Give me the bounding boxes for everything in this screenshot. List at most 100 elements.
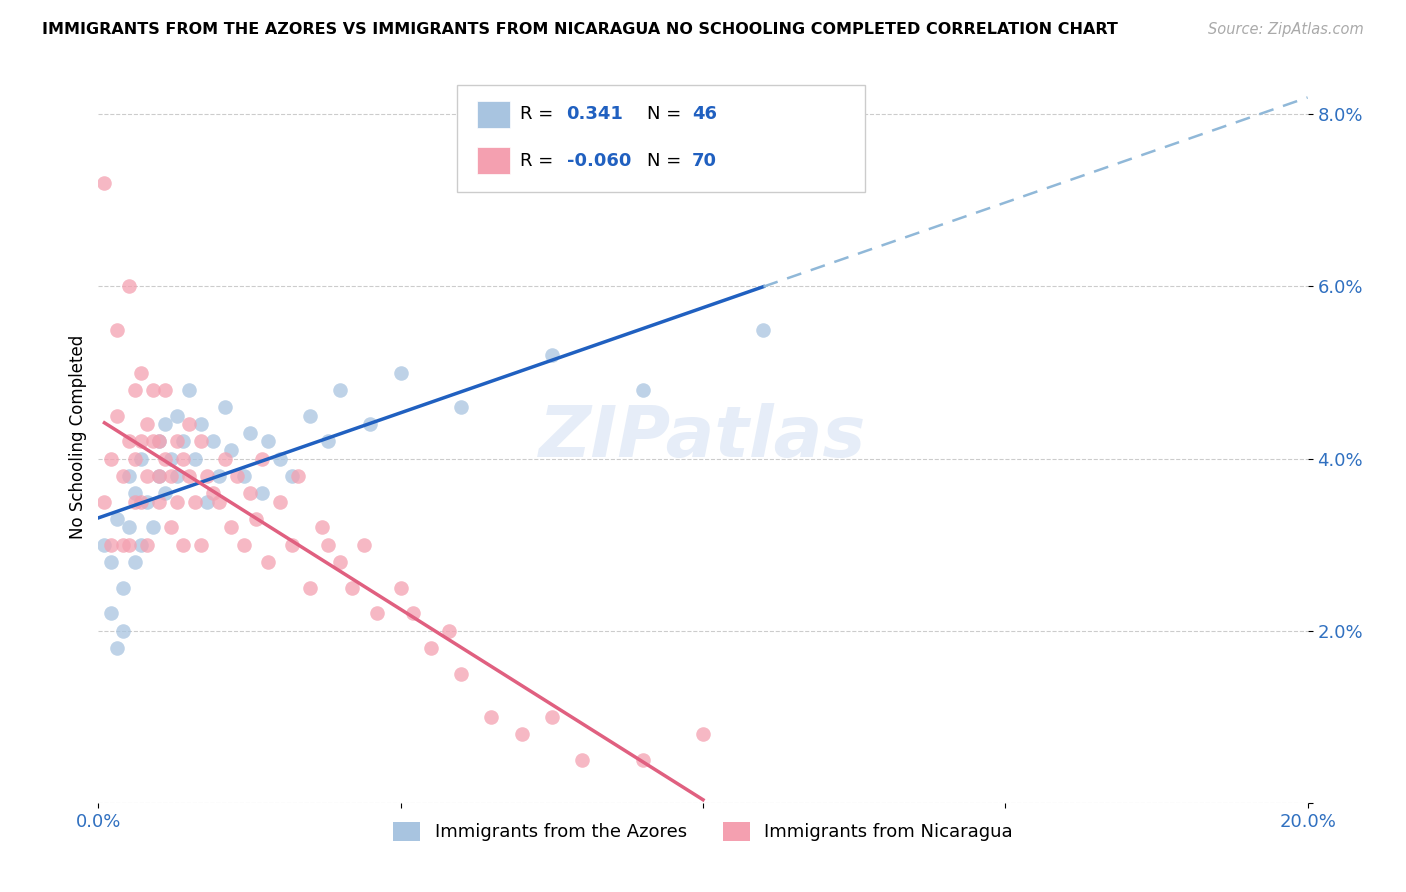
Point [287,468,309,483]
Point [202,434,225,449]
Point [129,538,152,552]
Point [208,494,231,508]
Point [450,666,472,681]
Point [190,417,212,432]
Point [540,348,562,362]
Point [118,434,141,449]
Point [172,538,194,552]
Point [281,468,304,483]
Point [148,434,170,449]
Point [179,417,201,432]
Point [93,538,115,552]
Y-axis label: No Schooling Completed: No Schooling Completed [69,335,87,539]
Point [316,434,339,449]
Text: 46: 46 [692,105,717,123]
Point [111,581,134,595]
Point [402,607,425,621]
Point [692,727,714,741]
Point [160,451,183,466]
Point [118,538,141,552]
Point [111,468,134,483]
Point [124,451,146,466]
Point [342,581,364,595]
Text: N =: N = [647,105,686,123]
Point [179,468,201,483]
Point [190,538,212,552]
Point [148,468,170,483]
Point [142,520,165,534]
Point [752,322,775,336]
Point [353,538,375,552]
Point [166,468,188,483]
Point [111,624,134,638]
Point [129,366,152,380]
Point [311,520,333,534]
Point [148,434,170,449]
Point [118,279,141,293]
Point [105,409,128,423]
Point [135,538,157,552]
Point [153,417,176,432]
Point [172,434,194,449]
Point [153,486,176,500]
Text: 70: 70 [692,152,717,169]
Point [111,538,134,552]
Point [93,494,115,508]
Point [135,468,157,483]
Point [366,607,388,621]
Point [93,176,115,190]
Point [481,710,503,724]
Point [160,468,183,483]
Point [239,486,262,500]
Point [269,494,291,508]
Point [124,486,146,500]
Text: Source: ZipAtlas.com: Source: ZipAtlas.com [1208,22,1364,37]
Point [329,555,352,569]
Point [256,555,278,569]
Point [105,322,128,336]
Point [195,494,218,508]
Point [256,434,278,449]
Point [250,486,273,500]
Point [124,555,146,569]
Legend: Immigrants from the Azores, Immigrants from Nicaragua: Immigrants from the Azores, Immigrants f… [385,814,1021,848]
Point [184,494,207,508]
Text: R =: R = [520,105,560,123]
Point [179,383,201,397]
Text: -0.060: -0.060 [567,152,631,169]
Point [142,434,165,449]
Point [100,451,122,466]
Point [166,494,188,508]
Point [160,520,183,534]
Point [166,434,188,449]
Point [450,400,472,414]
Point [100,538,122,552]
Point [135,494,157,508]
Point [129,434,152,449]
Point [299,409,322,423]
Point [124,383,146,397]
Point [420,640,443,655]
Text: N =: N = [647,152,686,169]
Point [232,468,254,483]
Point [118,520,141,534]
Point [172,451,194,466]
Point [148,468,170,483]
Point [100,555,122,569]
Point [250,451,273,466]
Point [281,538,304,552]
Point [148,494,170,508]
Point [299,581,322,595]
Point [153,383,176,397]
Point [135,417,157,432]
Point [166,409,188,423]
Point [360,417,382,432]
Point [153,451,176,466]
Point [190,434,212,449]
Text: ZIPatlas: ZIPatlas [540,402,866,472]
Text: 0.341: 0.341 [567,105,623,123]
Text: IMMIGRANTS FROM THE AZORES VS IMMIGRANTS FROM NICARAGUA NO SCHOOLING COMPLETED C: IMMIGRANTS FROM THE AZORES VS IMMIGRANTS… [42,22,1118,37]
Point [316,538,339,552]
Point [105,512,128,526]
Point [214,400,236,414]
